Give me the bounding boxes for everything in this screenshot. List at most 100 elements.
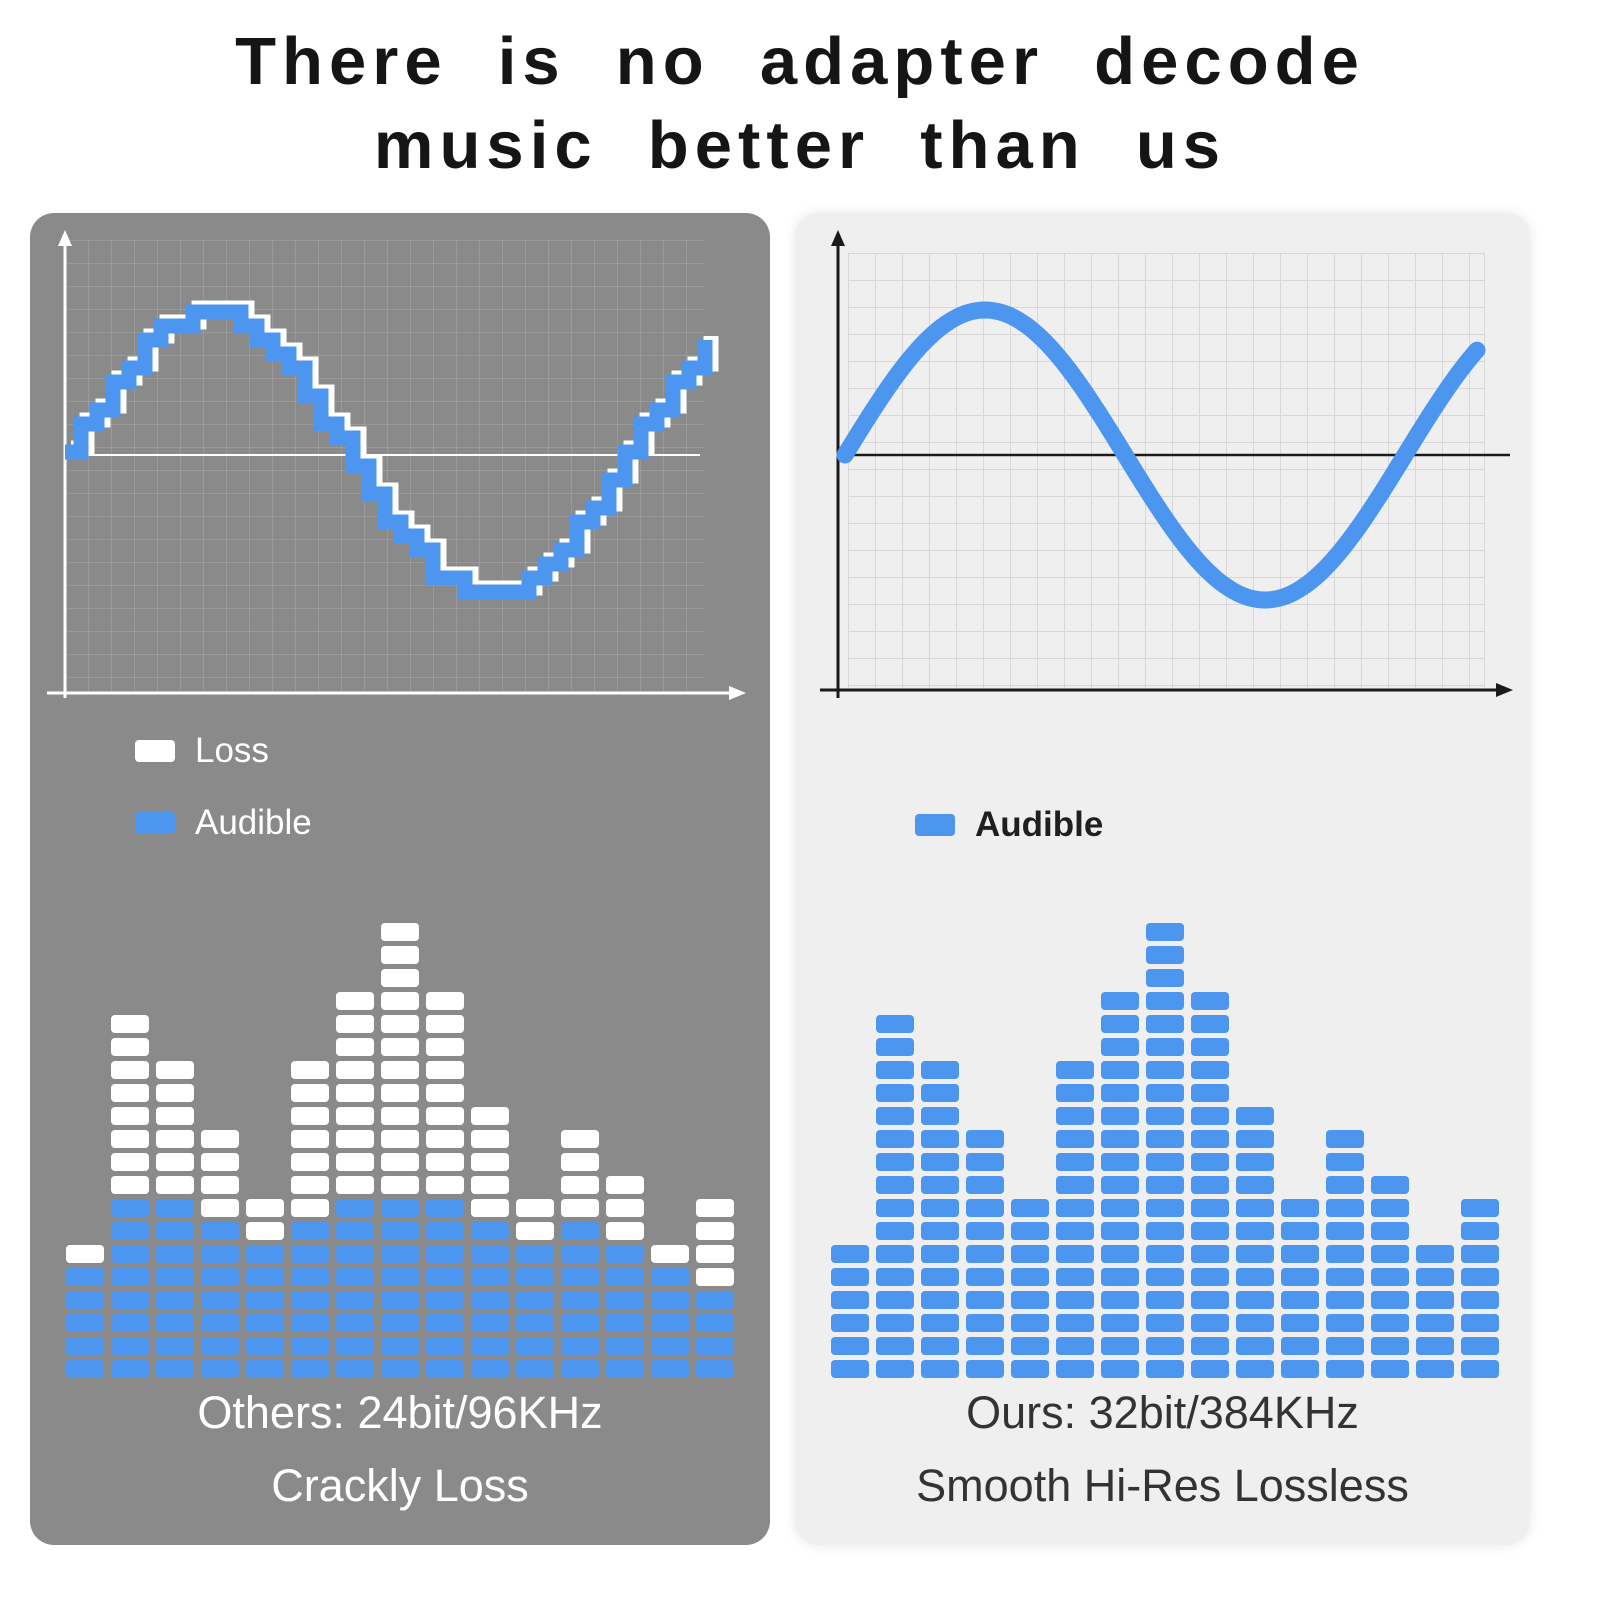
smooth-wave [836,301,1486,609]
eq-block-audible [1101,1038,1139,1056]
eq-block-audible [651,1337,689,1355]
eq-block-audible [651,1268,689,1286]
eq-block-loss [381,1107,419,1125]
eq-block-audible [921,1291,959,1309]
eq-block-loss [426,1061,464,1079]
eq-block-loss [426,992,464,1010]
eq-column [1281,1199,1319,1378]
eq-block-audible [921,1199,959,1217]
eq-block-loss [66,1245,104,1263]
eq-block-audible [1191,1314,1229,1332]
eq-block-audible [1101,1153,1139,1171]
eq-block-audible [1371,1199,1409,1217]
eq-block-loss [651,1245,689,1263]
eq-block-audible [1281,1199,1319,1217]
eq-block-loss [426,1130,464,1148]
eq-block-audible [876,1130,914,1148]
eq-block-audible [1146,1199,1184,1217]
eq-block-audible [1146,969,1184,987]
eq-block-audible [921,1153,959,1171]
eq-block-audible [516,1268,554,1286]
eq-block-audible [426,1245,464,1263]
eq-block-audible [246,1314,284,1332]
eq-block-audible [1236,1153,1274,1171]
eq-block-audible [1191,1360,1229,1378]
right-wave-plot [810,228,1515,723]
eq-block-audible [201,1268,239,1286]
eq-block-audible [561,1314,599,1332]
eq-block-audible [1011,1222,1049,1240]
eq-block-audible [336,1314,374,1332]
eq-block-audible [1371,1314,1409,1332]
eq-block-audible [1101,1360,1139,1378]
left-caption-line2: Crackly Loss [271,1460,529,1512]
eq-block-audible [1461,1291,1499,1309]
eq-column [1371,1176,1409,1378]
eq-block-audible [831,1245,869,1263]
eq-block-loss [336,1153,374,1171]
eq-block-loss [381,1084,419,1102]
eq-block-audible [381,1337,419,1355]
eq-block-audible [1101,1268,1139,1286]
eq-block-audible [1326,1130,1364,1148]
eq-block-audible [1191,1084,1229,1102]
eq-block-audible [966,1130,1004,1148]
eq-block-loss [156,1130,194,1148]
eq-column [831,1245,869,1378]
eq-block-audible [471,1360,509,1378]
eq-block-audible [1011,1199,1049,1217]
eq-block-audible [966,1314,1004,1332]
eq-block-loss [201,1130,239,1148]
eq-block-loss [561,1199,599,1217]
eq-block-audible [1146,1130,1184,1148]
eq-block-audible [1326,1199,1364,1217]
eq-block-audible [1236,1107,1274,1125]
eq-block-audible [1011,1245,1049,1263]
eq-block-audible [1056,1176,1094,1194]
legend-item-audible: Audible [915,805,1103,845]
eq-block-audible [966,1245,1004,1263]
eq-block-audible [1371,1245,1409,1263]
eq-block-audible [1146,1245,1184,1263]
eq-block-audible [921,1337,959,1355]
eq-column [516,1199,554,1378]
eq-column [201,1130,239,1378]
eq-block-audible [246,1291,284,1309]
eq-block-audible [426,1199,464,1217]
eq-block-loss [516,1199,554,1217]
eq-block-audible [1101,1084,1139,1102]
eq-block-loss [111,1084,149,1102]
eq-column [471,1107,509,1378]
eq-block-audible [111,1337,149,1355]
eq-block-audible [1191,1130,1229,1148]
eq-block-audible [291,1222,329,1240]
left-equalizer [66,916,734,1378]
eq-block-loss [561,1153,599,1171]
left-caption-line1: Others: 24bit/96KHz [197,1387,603,1439]
title-line1: There is no adapter decode [235,24,1365,99]
eq-block-audible [921,1314,959,1332]
eq-block-audible [876,1038,914,1056]
eq-block-audible [201,1314,239,1332]
eq-block-audible [921,1061,959,1079]
eq-block-audible [516,1291,554,1309]
eq-block-audible [1146,1360,1184,1378]
audible-swatch [915,814,955,836]
eq-block-audible [1191,1038,1229,1056]
eq-block-audible [696,1291,734,1309]
eq-block-loss [336,992,374,1010]
eq-block-loss [156,1176,194,1194]
eq-column [651,1245,689,1378]
eq-block-audible [1461,1360,1499,1378]
eq-block-audible [876,1084,914,1102]
eq-column [156,1061,194,1378]
eq-block-audible [831,1314,869,1332]
eq-block-audible [966,1199,1004,1217]
eq-block-audible [606,1314,644,1332]
eq-block-loss [291,1153,329,1171]
eq-block-audible [876,1268,914,1286]
eq-block-audible [966,1291,1004,1309]
eq-block-audible [471,1268,509,1286]
eq-block-loss [111,1176,149,1194]
y-axis-arrow-icon [831,230,845,246]
